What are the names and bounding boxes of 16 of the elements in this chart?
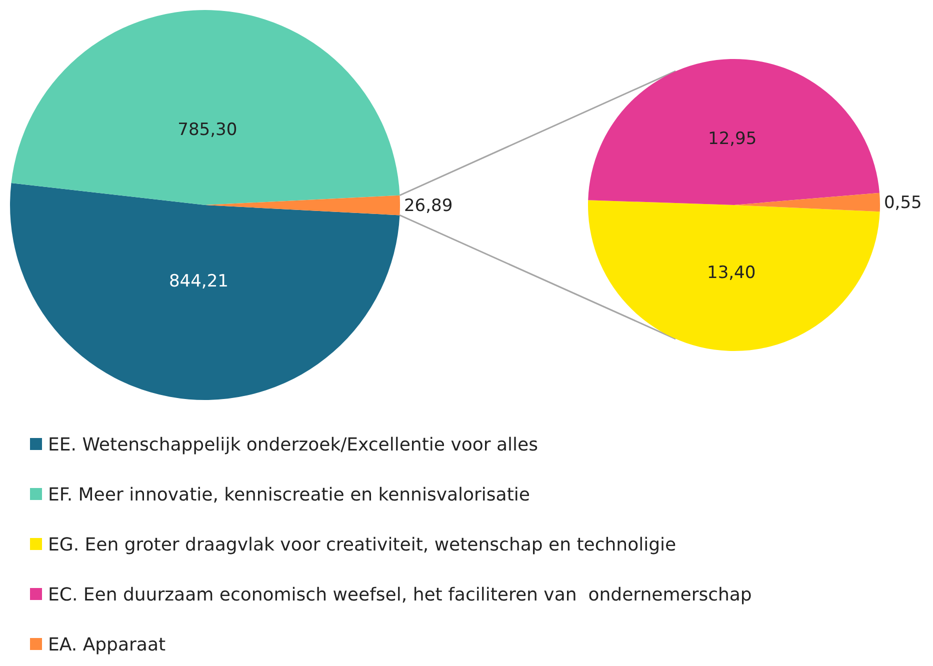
legend-label: EC. Een duurzaam economisch weefsel, het faciliteren van ondernemerschap (48, 584, 752, 606)
legend-label: EG. Een groter draagvlak voor creativiteit, wetenschap en technoligie (48, 534, 676, 556)
data-label: 13,40 (707, 263, 756, 284)
data-label: 26,89 (404, 196, 453, 216)
pie-slice (588, 59, 880, 205)
pie-slice (588, 200, 880, 351)
pie-slice (734, 192, 880, 212)
pie-slice (10, 182, 400, 400)
data-label: 0,55 (884, 193, 922, 214)
legend-label: EF. Meer innovatie, kenniscreatie en kennisvalorisatie (48, 484, 530, 506)
pie-slice (11, 10, 400, 205)
legend-label: EA. Apparaat (48, 634, 166, 656)
data-label: 12,95 (708, 128, 757, 149)
data-label: 785,30 (178, 120, 238, 140)
data-label: 844,21 (168, 272, 228, 292)
legend-label: EE. Wetenschappelijk onderzoek/Excellentie voor alles (48, 434, 538, 456)
